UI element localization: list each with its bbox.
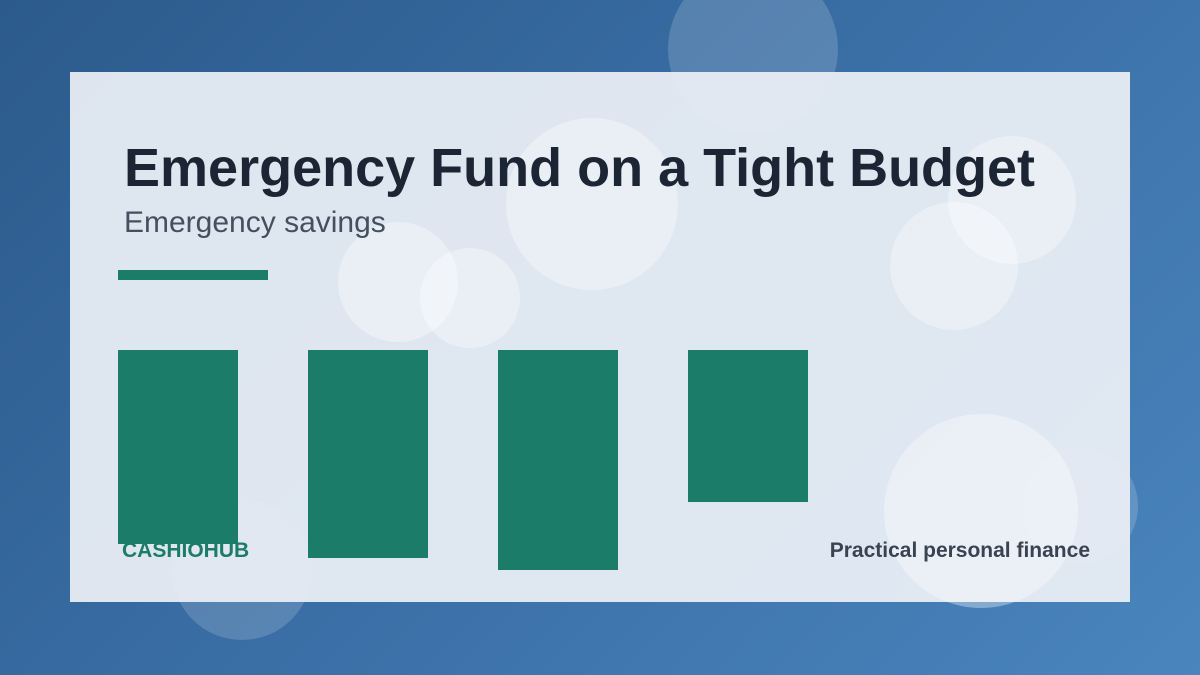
card-bubble (948, 136, 1076, 264)
decorative-bar-1 (118, 350, 238, 544)
brand-logo-text: CASHIOHUB (122, 539, 250, 562)
content-card: Emergency Fund on a Tight Budget Emergen… (70, 72, 1130, 608)
slide-subtitle: Emergency savings (124, 206, 386, 239)
decorative-bar-3 (498, 350, 618, 570)
slide-title: Emergency Fund on a Tight Budget (124, 138, 1036, 198)
tagline: Practical personal finance (829, 539, 1090, 562)
decorative-bar-2 (308, 350, 428, 558)
card-bubble (420, 248, 520, 348)
card-bubble (890, 202, 1018, 330)
accent-rule (118, 270, 268, 280)
card-bubble (506, 118, 678, 290)
card-bubble (338, 222, 458, 342)
card-bubble (884, 414, 1078, 608)
decorative-bar-4 (688, 350, 808, 502)
